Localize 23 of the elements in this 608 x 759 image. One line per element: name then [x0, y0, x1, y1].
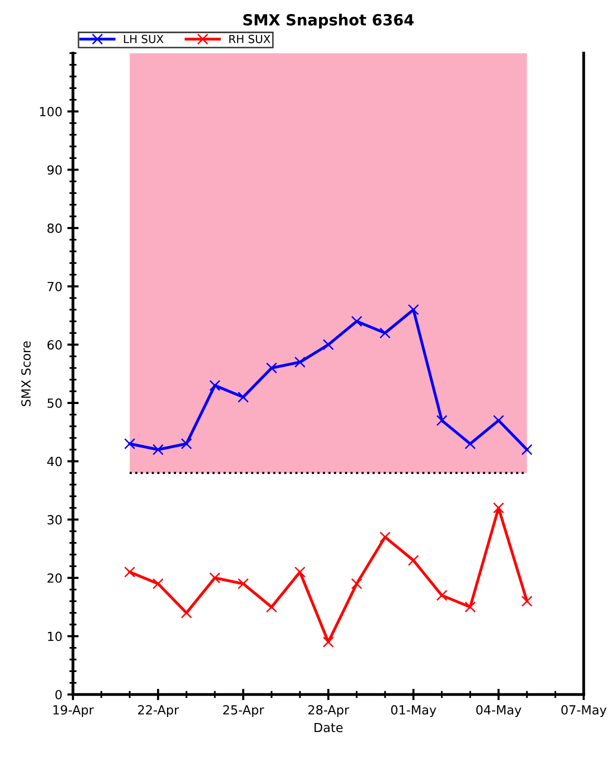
- y-tick-label: 90: [47, 165, 62, 175]
- y-tick-label: 70: [48, 282, 62, 292]
- y-tick-label: 0: [55, 690, 62, 700]
- legend-label: LH SUX: [124, 34, 164, 44]
- chart-title: SMX Snapshot 6364: [243, 14, 414, 29]
- x-tick-label: 25-Apr: [223, 705, 264, 717]
- legend-label: RH SUX: [229, 34, 270, 44]
- x-tick-label: 07-May: [561, 705, 606, 717]
- y-tick-label: 20: [48, 573, 62, 583]
- y-tick-label: 50: [48, 398, 62, 408]
- x-tick-label: 19-Apr: [53, 705, 94, 717]
- x-tick-label: 22-Apr: [138, 705, 179, 717]
- x-tick-label: 04-May: [476, 705, 522, 717]
- y-tick-label: 60: [48, 340, 62, 350]
- x-axis-title: Date: [314, 722, 343, 732]
- x-tick-label: 28-Apr: [308, 705, 350, 717]
- y-tick-label: 40: [47, 456, 62, 466]
- y-tick-label: 100: [40, 106, 62, 116]
- y-tick-label: 30: [48, 515, 62, 524]
- x-tick-label: 01-May: [391, 705, 436, 717]
- y-tick-label: 10: [48, 632, 62, 642]
- y-tick-label: 80: [47, 224, 62, 233]
- y-axis-title: SMX Score: [21, 341, 31, 406]
